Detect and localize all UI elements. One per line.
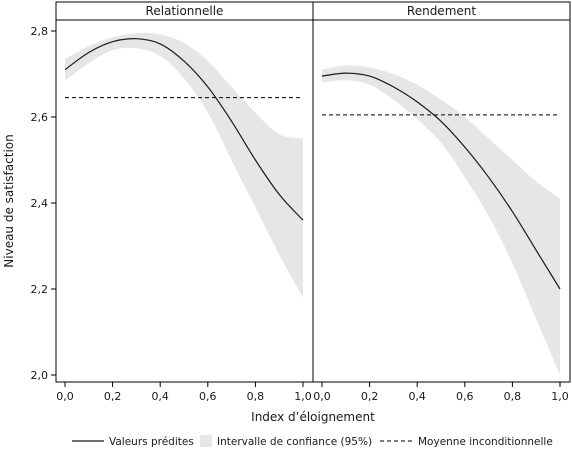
y-tick-label: 2,2 [31, 283, 49, 296]
x-tick-label: 0,4 [151, 390, 169, 403]
y-tick-label: 2,4 [31, 197, 49, 210]
confidence-band-rendement [322, 65, 560, 375]
x-axis-relationnelle: 0,0 0,2 0,4 0,6 0,8 1,0 [56, 382, 312, 403]
panel-rendement: Rendement [312, 1, 571, 383]
legend-label-predicted: Valeurs prédites [109, 436, 194, 448]
y-tick-label: 2,8 [31, 25, 49, 38]
x-tick-label: 0,6 [199, 390, 217, 403]
panel-title-relationnelle: Relationnelle [146, 4, 224, 18]
x-tick-label: 0,0 [313, 390, 331, 403]
legend: Valeurs prédites Intervalle de confiance… [72, 435, 553, 448]
x-axis-rendement: 0,0 0,2 0,4 0,6 0,8 1,0 [313, 382, 569, 403]
y-axis: 2,0 2,2 2,4 2,6 2,8 [31, 25, 56, 382]
x-tick-label: 0,2 [361, 390, 379, 403]
y-tick-label: 2,6 [31, 111, 49, 124]
x-tick-label: 0,2 [104, 390, 122, 403]
x-tick-label: 0,0 [56, 390, 74, 403]
y-axis-label: Niveau de satisfaction [2, 134, 16, 267]
x-tick-label: 0,6 [456, 390, 474, 403]
legend-band-swatch [200, 435, 212, 447]
x-tick-label: 0,8 [504, 390, 522, 403]
x-tick-label: 1,0 [294, 390, 312, 403]
predicted-line-rendement [321, 72, 561, 290]
plot-frame-rendement [312, 19, 571, 383]
predicted-line-relationnelle [64, 38, 304, 221]
x-tick-label: 0,8 [247, 390, 265, 403]
x-tick-label: 1,0 [551, 390, 569, 403]
x-tick-label: 0,4 [408, 390, 426, 403]
confidence-band-relationnelle [65, 32, 303, 298]
y-tick-label: 2,0 [31, 369, 49, 382]
legend-label-mean: Moyenne inconditionnelle [418, 436, 553, 448]
x-axis-label: Index d’éloignement [251, 410, 375, 424]
legend-label-ci: Intervalle de confiance (95%) [217, 436, 372, 448]
panel-title-rendement: Rendement [407, 4, 476, 18]
